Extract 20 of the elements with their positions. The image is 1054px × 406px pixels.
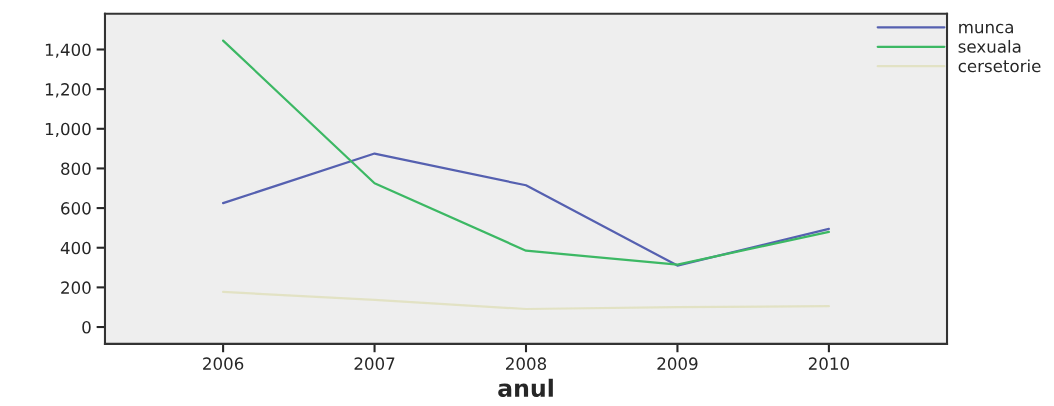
y-tick-label: 200 [61,281,91,294]
x-axis-title: anul [498,378,553,398]
y-tick-label: 400 [60,241,91,255]
y-tick-label: 600 [61,202,91,215]
line-series [222,39,830,266]
line-series [222,152,830,267]
line-series [222,290,830,311]
y-tick-label: 0 [82,320,91,334]
x-tick-label: 2007 [354,357,395,370]
legend-label: munca [959,23,1013,34]
y-tick-label: 1,400 [45,43,91,58]
legend-label: sexuala [958,39,1021,53]
x-tick-label: 2010 [808,357,849,370]
x-tick-label: 2009 [657,357,698,370]
y-tick-label: 1,000 [45,122,91,138]
y-tick-label: 800 [61,162,91,175]
legend-label: cersetorie [958,59,1041,73]
y-tick-label: 1,200 [45,83,91,98]
x-tick-label: 2006 [203,357,244,370]
x-tick-label: 2008 [506,357,547,370]
